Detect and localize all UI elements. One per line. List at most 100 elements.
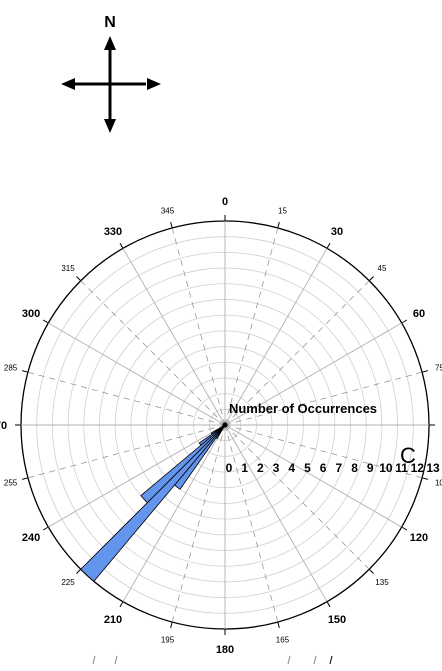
radial-tick-label: 7 <box>336 461 343 475</box>
radial-tick-label: 8 <box>351 461 358 475</box>
compass-south-arrow <box>104 119 116 133</box>
radial-tick-label: 1 <box>241 461 248 475</box>
angle-tick-mark <box>326 601 331 608</box>
angle-tick-mark <box>368 276 374 282</box>
radial-tick-label: 10 <box>379 461 393 475</box>
radial-tick-label: 3 <box>273 461 280 475</box>
angle-label-major: 0 <box>222 196 228 208</box>
major-spoke <box>48 424 226 528</box>
angle-label-minor: 315 <box>61 264 75 273</box>
angle-tick-mark <box>170 222 173 229</box>
major-spoke <box>122 248 226 426</box>
angle-label-minor: 285 <box>4 364 18 373</box>
angle-tick-mark <box>170 621 173 628</box>
rose-bar <box>198 424 226 446</box>
edge-mark <box>114 655 118 665</box>
radial-tick-label: 12 <box>411 461 425 475</box>
angle-label-minor: 225 <box>61 578 75 587</box>
minor-spoke <box>224 227 279 426</box>
rose-bars <box>80 422 228 582</box>
angle-tick-mark <box>368 568 374 574</box>
rose-bar <box>174 424 226 490</box>
minor-spoke <box>171 227 226 426</box>
edge-mark <box>287 655 291 665</box>
angle-tick-mark <box>277 222 280 229</box>
compass-icon <box>61 36 161 133</box>
radial-axis-label: Number of Occurrences <box>229 401 377 416</box>
center-hub <box>222 422 228 428</box>
angle-tick-mark <box>401 319 408 324</box>
compass-west-arrow <box>61 78 75 90</box>
angle-label-minor: 195 <box>161 635 175 644</box>
minor-spoke <box>27 424 226 479</box>
minor-spoke <box>224 424 370 570</box>
major-spoke <box>224 322 402 426</box>
major-spoke <box>224 424 402 528</box>
radial-tick-labels: 0 1 2 3 4 5 6 7 8 9 10 11 12 13 <box>226 461 440 475</box>
angle-tick-mark <box>76 276 82 282</box>
angle-label-minor: 135 <box>375 578 389 587</box>
radial-tick-label: 0 <box>226 461 233 475</box>
radial-tick-label: 5 <box>304 461 311 475</box>
angle-label-minor: 10 <box>435 478 442 487</box>
rose-bar <box>80 424 226 582</box>
angle-label-major: 180 <box>216 644 234 656</box>
bottom-edge-marks <box>92 655 333 665</box>
angle-tick-mark <box>42 319 49 324</box>
angle-tick-mark <box>119 242 124 249</box>
minor-spoke <box>224 371 423 426</box>
angle-labels: 0306091201501802102407030033015457510135… <box>0 196 442 656</box>
angle-label-major: 60 <box>413 308 425 320</box>
angle-label-major: 70 <box>0 420 7 432</box>
radial-tick-label: 11 <box>395 461 408 475</box>
angle-tick-mark <box>421 477 428 480</box>
edge-mark <box>313 655 317 665</box>
angle-label-major: 120 <box>410 532 428 544</box>
radial-tick-label: 9 <box>367 461 374 475</box>
stray-glyph: C <box>400 443 416 468</box>
angle-label-major: 150 <box>328 614 346 626</box>
edge-mark <box>92 655 96 665</box>
compass-north-arrow <box>104 36 116 50</box>
radial-tick-label: 13 <box>426 461 440 475</box>
minor-spoke <box>171 424 226 623</box>
major-spoke <box>48 322 226 426</box>
angle-label-minor: 15 <box>278 207 287 216</box>
minor-spoke <box>80 280 226 426</box>
radial-tick-label: 4 <box>288 461 295 475</box>
angle-tick-mark <box>22 477 29 480</box>
edge-mark <box>329 655 333 665</box>
angle-label-major: 330 <box>104 226 122 238</box>
angle-tick-mark <box>421 370 428 373</box>
angle-label-major: 30 <box>331 226 343 238</box>
compass-north-label: N <box>104 14 116 31</box>
angle-tick-mark <box>76 568 82 574</box>
rose-bar <box>140 424 226 504</box>
angle-label-major: 210 <box>104 614 122 626</box>
angle-tick-mark <box>22 370 29 373</box>
angle-label-major: 300 <box>22 308 40 320</box>
angle-tick-mark <box>326 242 331 249</box>
compass-east-arrow <box>147 78 161 90</box>
radial-tick-label: 2 <box>257 461 264 475</box>
major-spoke <box>224 248 328 426</box>
angle-label-minor: 345 <box>161 207 175 216</box>
angle-label-minor: 75 <box>435 364 442 373</box>
radial-tick-label: 6 <box>320 461 327 475</box>
angle-label-minor: 255 <box>4 478 18 487</box>
minor-spoke <box>224 424 423 479</box>
angle-tick-mark <box>277 621 280 628</box>
angle-label-minor: 45 <box>378 264 387 273</box>
angle-tick-mark <box>401 526 408 531</box>
major-spoke <box>122 424 226 602</box>
rose-bar <box>210 424 226 435</box>
major-spoke <box>224 424 328 602</box>
minor-spoke <box>27 371 226 426</box>
angle-tick-mark <box>42 526 49 531</box>
angle-label-minor: 165 <box>276 635 290 644</box>
minor-spoke <box>224 280 370 426</box>
angle-tick-mark <box>119 601 124 608</box>
minor-spoke <box>224 424 279 623</box>
